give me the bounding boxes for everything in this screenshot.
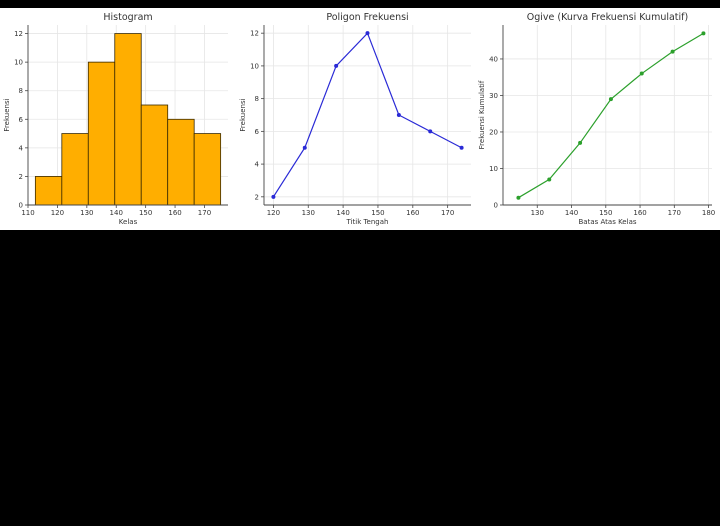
histogram-x-tick-label: 130 xyxy=(80,209,93,217)
poligon-y-tick-label: 12 xyxy=(250,30,259,38)
histogram-bar xyxy=(34,176,63,206)
histogram-y-tick-label: 6 xyxy=(19,116,24,124)
poligon-point xyxy=(334,63,339,68)
ogive-point xyxy=(578,140,583,145)
ogive-x-tick-label: 160 xyxy=(633,209,646,217)
poligon-x-label: Titik Tengah xyxy=(346,218,389,226)
charts-svg: 110 120 130 140 150 160 170024681012HistogramK… xyxy=(3,12,715,226)
ogive-point xyxy=(670,49,675,54)
poligon-x-tick-label: 140 xyxy=(336,209,349,217)
ogive-point xyxy=(516,195,521,200)
poligon-point xyxy=(459,145,464,150)
ogive-y-label: Frekuensi Kumulatif xyxy=(478,80,486,149)
histogram-x-tick-label: 110 xyxy=(21,209,34,217)
histogram-x-label: Kelas xyxy=(119,218,138,226)
histogram-bar xyxy=(193,133,222,206)
poligon-x-tick-label: 160 xyxy=(406,209,419,217)
ogive-y-tick-label: 10 xyxy=(489,165,498,173)
ogive-title: Ogive (Kurva Frekuensi Kumulatif) xyxy=(527,12,688,23)
poligon-point xyxy=(302,145,307,150)
poligon-y-tick-label: 2 xyxy=(255,193,259,201)
histogram-y-tick-label: 10 xyxy=(14,59,23,67)
ogive-y-tick-label: 20 xyxy=(489,128,498,136)
histogram-y-tick-label: 0 xyxy=(19,202,23,210)
histogram-bar xyxy=(167,118,195,206)
ogive-y-tick-label: 40 xyxy=(489,55,498,63)
histogram-y-tick-label: 4 xyxy=(19,144,24,152)
poligon-x-tick-label: 120 xyxy=(267,209,280,217)
ogive-x-tick-label: 150 xyxy=(599,209,612,217)
top-black-band xyxy=(0,0,720,8)
histogram-y-tick-label: 2 xyxy=(19,173,23,181)
poligon-y-tick-label: 6 xyxy=(255,128,260,136)
poligon-title: Poligon Frekuensi xyxy=(326,12,408,23)
ogive-x-label: Batas Atas Kelas xyxy=(579,218,637,226)
poligon-x-tick-label: 130 xyxy=(302,209,315,217)
poligon-x-tick-label: 150 xyxy=(371,209,384,217)
ogive-x-tick-label: 170 xyxy=(668,209,681,217)
ogive-series-line xyxy=(518,32,704,199)
poligon-x-tick-label: 170 xyxy=(441,209,454,217)
histogram-x-tick-label: 170 xyxy=(198,209,211,217)
histogram-y-label: Frekuensi xyxy=(3,98,11,131)
poligon-point xyxy=(428,129,433,134)
histogram-bar xyxy=(114,33,142,206)
ogive-point xyxy=(701,31,706,36)
poligon-series-line xyxy=(272,32,462,198)
ogive-x-tick-label: 130 xyxy=(531,209,544,217)
histogram-x-tick-label: 160 xyxy=(168,209,181,217)
poligon-y-tick-label: 4 xyxy=(255,161,260,169)
ogive-point xyxy=(608,97,613,102)
poligon-y-label: Frekuensi xyxy=(239,98,247,131)
ogive-point xyxy=(639,71,644,76)
ogive-x-tick-label: 140 xyxy=(565,209,578,217)
poligon-y-tick-label: 8 xyxy=(255,95,259,103)
histogram-bar xyxy=(61,133,89,206)
poligon-point xyxy=(271,194,276,199)
histogram-x-tick-label: 120 xyxy=(51,209,64,217)
histogram-y-tick-label: 8 xyxy=(19,87,23,95)
ogive-y-tick-label: 0 xyxy=(494,202,498,210)
histogram-title: Histogram xyxy=(103,12,152,23)
histogram-bar xyxy=(140,104,169,206)
chart-panel: 110 120 130 140 150 160 170 0 2 4 6 8 10 12 Histogram K… xyxy=(0,8,720,230)
poligon-point xyxy=(365,31,370,36)
ogive-y-tick-label: 30 xyxy=(489,92,498,100)
histogram-y-tick-label: 12 xyxy=(14,30,23,38)
poligon-point xyxy=(396,113,401,117)
poligon-y-tick-label: 10 xyxy=(250,62,259,70)
histogram-x-tick-label: 150 xyxy=(139,209,152,217)
histogram-bar xyxy=(87,61,116,206)
ogive-point xyxy=(547,177,552,182)
histogram-x-tick-label: 140 xyxy=(110,209,123,217)
ogive-x-tick-label: 180 xyxy=(702,209,715,217)
